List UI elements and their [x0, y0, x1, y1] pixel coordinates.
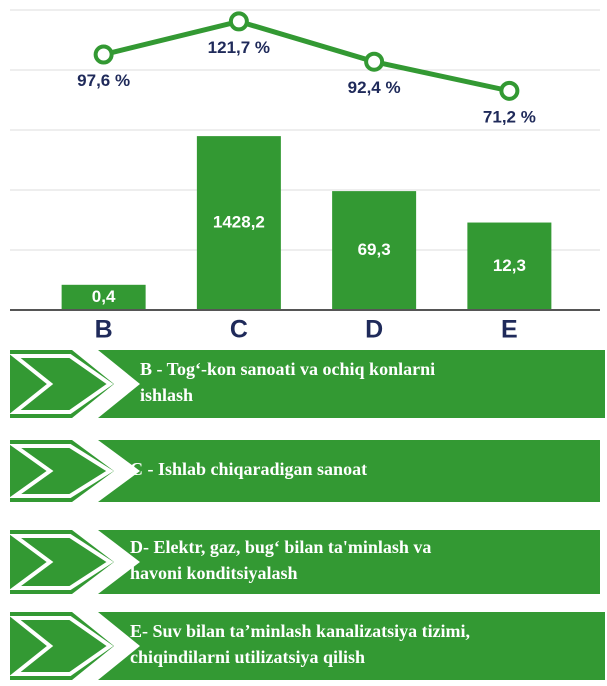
x-tick-label: C — [230, 316, 248, 344]
line-marker — [499, 80, 520, 101]
note-text: chiqindilarni utilizatsiya qilish — [130, 647, 365, 667]
guide-lines — [10, 9, 600, 251]
line-value-label: 71,2 % — [483, 107, 536, 126]
line-marker — [364, 51, 385, 72]
chevron — [9, 616, 114, 676]
line-value-label: 97,6 % — [77, 71, 130, 90]
note-text: D- Elektr, gaz, bug‘ bilan ta'minlash va — [130, 537, 431, 557]
bar — [61, 284, 146, 310]
note-text: E- Suv bilan ta’minlash kanalizatsiya ti… — [130, 621, 470, 641]
chevron — [72, 612, 140, 680]
line-marker — [93, 44, 114, 65]
note-text: C - Ishlab chiqaradigan sanoat — [130, 459, 367, 479]
bar-value-label: 12,3 — [493, 256, 526, 275]
bar — [467, 222, 552, 310]
x-tick-label: E — [501, 316, 518, 344]
x-tick-label: D — [365, 316, 383, 344]
line-value-label: 121,7 % — [208, 38, 270, 57]
chevron — [72, 350, 140, 418]
chevron — [8, 534, 114, 590]
bar-value-label: 0,4 — [92, 287, 116, 306]
bar-value-label: 69,3 — [358, 240, 391, 259]
bar — [196, 136, 281, 310]
note-text: havoni konditsiyalash — [130, 563, 298, 583]
bar-value-label: 1428,2 — [213, 213, 265, 232]
chevron — [9, 354, 114, 414]
chevron — [72, 530, 140, 594]
bar — [332, 191, 417, 310]
line-marker — [228, 11, 249, 32]
line-value-label: 92,4 % — [348, 78, 401, 97]
line — [103, 18, 510, 94]
note-text: B - Tog‘-kon sanoati va ochiq konlarni — [140, 359, 435, 379]
chevron — [72, 440, 140, 502]
note-text: ishlash — [140, 385, 193, 405]
x-tick-label: B — [95, 316, 113, 344]
chevron — [8, 444, 114, 498]
